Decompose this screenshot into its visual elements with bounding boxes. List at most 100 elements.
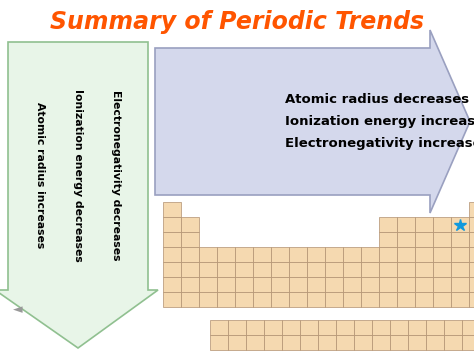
Bar: [336, 335, 354, 350]
Bar: [264, 320, 282, 335]
Bar: [451, 277, 469, 292]
Bar: [271, 292, 289, 307]
Bar: [253, 292, 271, 307]
Bar: [163, 202, 181, 217]
Text: Ionization energy decreases: Ionization energy decreases: [73, 89, 83, 261]
Bar: [228, 320, 246, 335]
Bar: [397, 217, 415, 232]
Bar: [210, 320, 228, 335]
Bar: [163, 232, 181, 247]
Bar: [379, 232, 397, 247]
Bar: [181, 277, 199, 292]
Bar: [426, 320, 444, 335]
Bar: [307, 262, 325, 277]
Bar: [361, 262, 379, 277]
Bar: [181, 247, 199, 262]
Bar: [469, 277, 474, 292]
Bar: [228, 335, 246, 350]
Bar: [217, 262, 235, 277]
Bar: [469, 247, 474, 262]
Bar: [379, 292, 397, 307]
Text: Summary of Periodic Trends: Summary of Periodic Trends: [50, 10, 424, 34]
Bar: [451, 247, 469, 262]
Bar: [379, 277, 397, 292]
Bar: [271, 277, 289, 292]
Bar: [433, 232, 451, 247]
Bar: [343, 247, 361, 262]
Bar: [307, 292, 325, 307]
Bar: [199, 292, 217, 307]
Bar: [300, 320, 318, 335]
Bar: [210, 335, 228, 350]
Text: ◄: ◄: [13, 304, 23, 317]
Bar: [415, 262, 433, 277]
Bar: [372, 335, 390, 350]
Bar: [433, 292, 451, 307]
Bar: [390, 335, 408, 350]
Bar: [379, 217, 397, 232]
Bar: [433, 277, 451, 292]
Bar: [469, 292, 474, 307]
Bar: [181, 292, 199, 307]
Bar: [379, 247, 397, 262]
Bar: [372, 320, 390, 335]
Bar: [343, 262, 361, 277]
Text: Atomic radius decreases: Atomic radius decreases: [285, 93, 469, 106]
Bar: [271, 262, 289, 277]
Bar: [181, 232, 199, 247]
Bar: [451, 217, 469, 232]
Bar: [199, 247, 217, 262]
Text: Electronegativity decreases: Electronegativity decreases: [111, 90, 121, 260]
Bar: [199, 262, 217, 277]
Bar: [354, 335, 372, 350]
Bar: [163, 277, 181, 292]
Bar: [289, 262, 307, 277]
Bar: [451, 262, 469, 277]
Bar: [469, 232, 474, 247]
Bar: [397, 292, 415, 307]
Bar: [300, 335, 318, 350]
Bar: [397, 232, 415, 247]
Bar: [325, 277, 343, 292]
Bar: [415, 277, 433, 292]
Bar: [469, 217, 474, 232]
Bar: [253, 262, 271, 277]
Bar: [444, 335, 462, 350]
Bar: [246, 320, 264, 335]
Bar: [181, 217, 199, 232]
Bar: [379, 262, 397, 277]
Bar: [361, 277, 379, 292]
Bar: [433, 262, 451, 277]
Text: Ionization energy increases: Ionization energy increases: [285, 115, 474, 128]
Bar: [415, 232, 433, 247]
Bar: [282, 320, 300, 335]
Bar: [390, 320, 408, 335]
Polygon shape: [155, 30, 470, 213]
Bar: [163, 247, 181, 262]
Bar: [282, 335, 300, 350]
Bar: [426, 335, 444, 350]
Bar: [462, 320, 474, 335]
Bar: [325, 292, 343, 307]
Bar: [433, 247, 451, 262]
Bar: [235, 277, 253, 292]
Bar: [336, 320, 354, 335]
Bar: [462, 335, 474, 350]
Text: Atomic radius increases: Atomic radius increases: [35, 102, 45, 248]
Bar: [318, 320, 336, 335]
Bar: [217, 292, 235, 307]
Bar: [343, 292, 361, 307]
Bar: [325, 262, 343, 277]
Bar: [451, 292, 469, 307]
Bar: [163, 217, 181, 232]
Bar: [415, 217, 433, 232]
Text: Electronegativity increases: Electronegativity increases: [285, 137, 474, 150]
Bar: [217, 247, 235, 262]
Bar: [181, 262, 199, 277]
Bar: [289, 247, 307, 262]
Bar: [253, 277, 271, 292]
Bar: [415, 292, 433, 307]
Bar: [318, 335, 336, 350]
Bar: [469, 202, 474, 217]
Bar: [451, 232, 469, 247]
